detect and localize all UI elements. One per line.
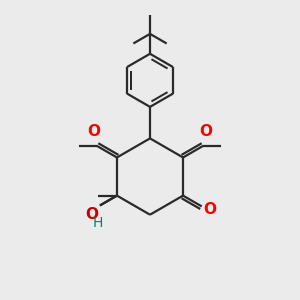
Text: O: O <box>88 124 101 139</box>
Text: H: H <box>93 216 103 230</box>
Text: O: O <box>199 124 212 139</box>
Text: O: O <box>85 207 98 222</box>
Text: O: O <box>203 202 216 217</box>
